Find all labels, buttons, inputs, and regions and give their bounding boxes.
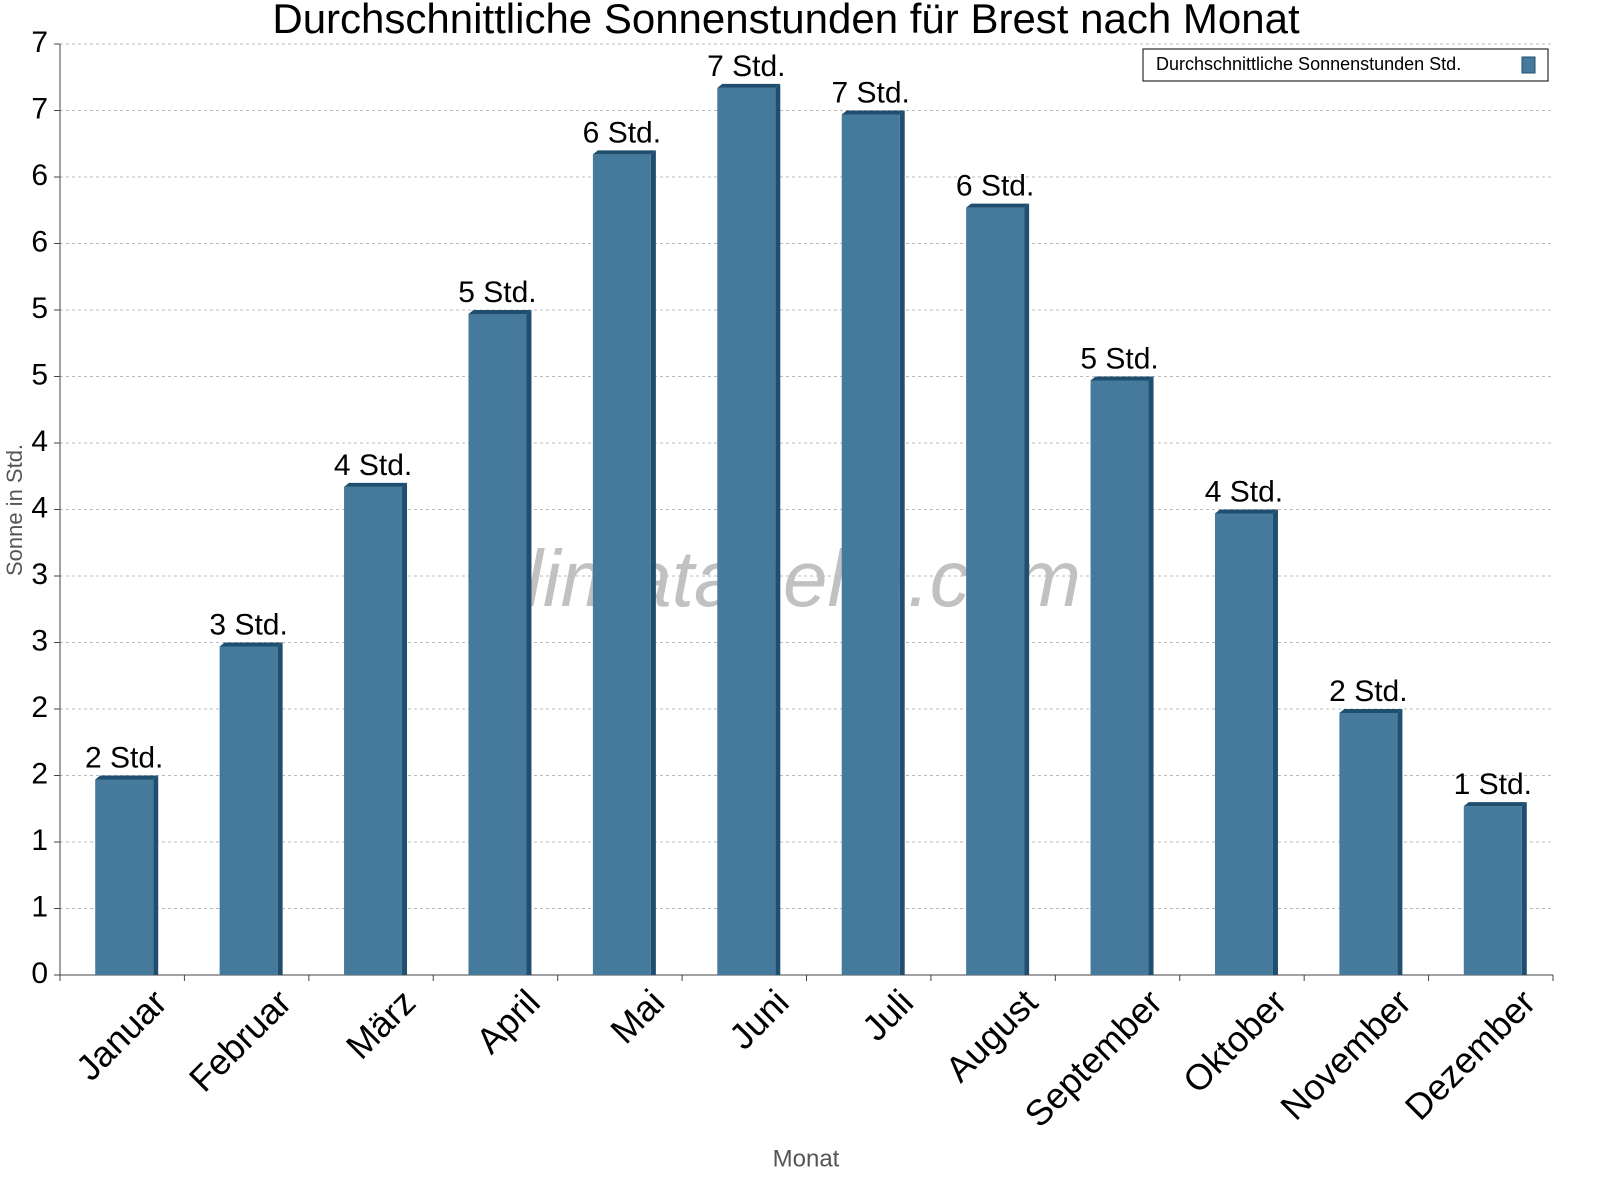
x-tick-label: März: [338, 981, 424, 1067]
value-label: 5 Std.: [1080, 342, 1158, 375]
y-tick-label: 4: [31, 491, 48, 524]
value-label: 7 Std.: [832, 76, 910, 109]
bar: [966, 207, 1025, 976]
x-tick-label: Mai: [602, 981, 672, 1051]
bar: [95, 779, 154, 975]
bar-side: [277, 642, 283, 975]
bar-top: [592, 150, 656, 155]
y-tick-label: 4: [31, 425, 48, 458]
x-tick-label: August: [937, 981, 1045, 1089]
x-tick-label: Januar: [68, 981, 175, 1088]
legend-swatch: [1521, 56, 1536, 74]
y-tick-label: 1: [31, 890, 48, 923]
y-tick-label: 0: [31, 957, 48, 990]
x-tick-label: Juni: [721, 981, 797, 1057]
bar-top: [966, 203, 1030, 208]
bar-side: [526, 310, 532, 975]
y-tick-label: 6: [31, 225, 48, 258]
value-label: 6 Std.: [956, 170, 1034, 203]
x-tick-label: Dezember: [1397, 981, 1543, 1127]
bar-top: [1214, 509, 1278, 514]
bar-side: [775, 83, 781, 975]
bar-top: [1463, 802, 1527, 807]
x-tick-label: Juli: [854, 981, 921, 1048]
value-label: 2 Std.: [85, 741, 163, 774]
y-tick-label: 7: [31, 92, 48, 125]
bar-side: [402, 482, 408, 975]
value-label: 6 Std.: [583, 116, 661, 149]
y-tick-label: 5: [31, 358, 48, 391]
value-label: 7 Std.: [707, 50, 785, 83]
x-tick-label: Februar: [181, 981, 299, 1099]
value-label: 4 Std.: [1205, 475, 1283, 508]
y-tick-label: 3: [31, 558, 48, 591]
bar: [1090, 380, 1149, 975]
bar: [1463, 806, 1522, 975]
value-label: 1 Std.: [1454, 768, 1532, 801]
bar: [1339, 713, 1398, 975]
y-tick-label: 2: [31, 757, 48, 790]
bar: [344, 486, 403, 975]
y-tick-label: 2: [31, 691, 48, 724]
bar-top: [717, 83, 781, 88]
bar: [592, 154, 651, 975]
bar-side: [1024, 203, 1030, 976]
legend-box: [1142, 48, 1549, 82]
y-tick-label: 1: [31, 824, 48, 857]
y-tick-label: 3: [31, 624, 48, 657]
bar-side: [1397, 709, 1403, 975]
value-label: 4 Std.: [334, 449, 412, 482]
bar: [1214, 513, 1273, 975]
x-axis-title: Monat: [773, 1145, 840, 1172]
y-tick-label: 5: [31, 292, 48, 325]
bar-top: [219, 642, 283, 647]
bar-side: [153, 775, 159, 975]
value-label: 5 Std.: [458, 276, 536, 309]
x-tick-label: Oktober: [1175, 981, 1295, 1101]
bar: [468, 314, 527, 975]
y-tick-label: 6: [31, 159, 48, 192]
bar-top: [344, 482, 408, 487]
x-tick-label: April: [468, 981, 548, 1061]
bar-side: [1272, 509, 1278, 975]
chart-title: Durchschnittliche Sonnenstunden für Bres…: [272, 0, 1300, 42]
bar: [219, 646, 278, 975]
legend-label: Durchschnittliche Sonnenstunden Std.: [1156, 54, 1461, 74]
bar: [841, 114, 900, 975]
y-tick-label: 7: [31, 26, 48, 59]
bar-side: [899, 110, 905, 975]
bar-top: [468, 310, 532, 314]
bar-top: [841, 110, 905, 115]
x-tick-label: November: [1272, 981, 1418, 1127]
bar: [717, 87, 776, 975]
bar-top: [95, 775, 159, 780]
bar-top: [1090, 376, 1154, 381]
bar-top: [1339, 709, 1403, 713]
bar-side: [1148, 376, 1154, 975]
y-axis-title: Sonne in Std.: [2, 444, 27, 576]
bar-side: [1521, 802, 1527, 975]
value-label: 3 Std.: [209, 608, 287, 641]
value-label: 2 Std.: [1329, 675, 1407, 708]
bar-side: [650, 150, 656, 975]
